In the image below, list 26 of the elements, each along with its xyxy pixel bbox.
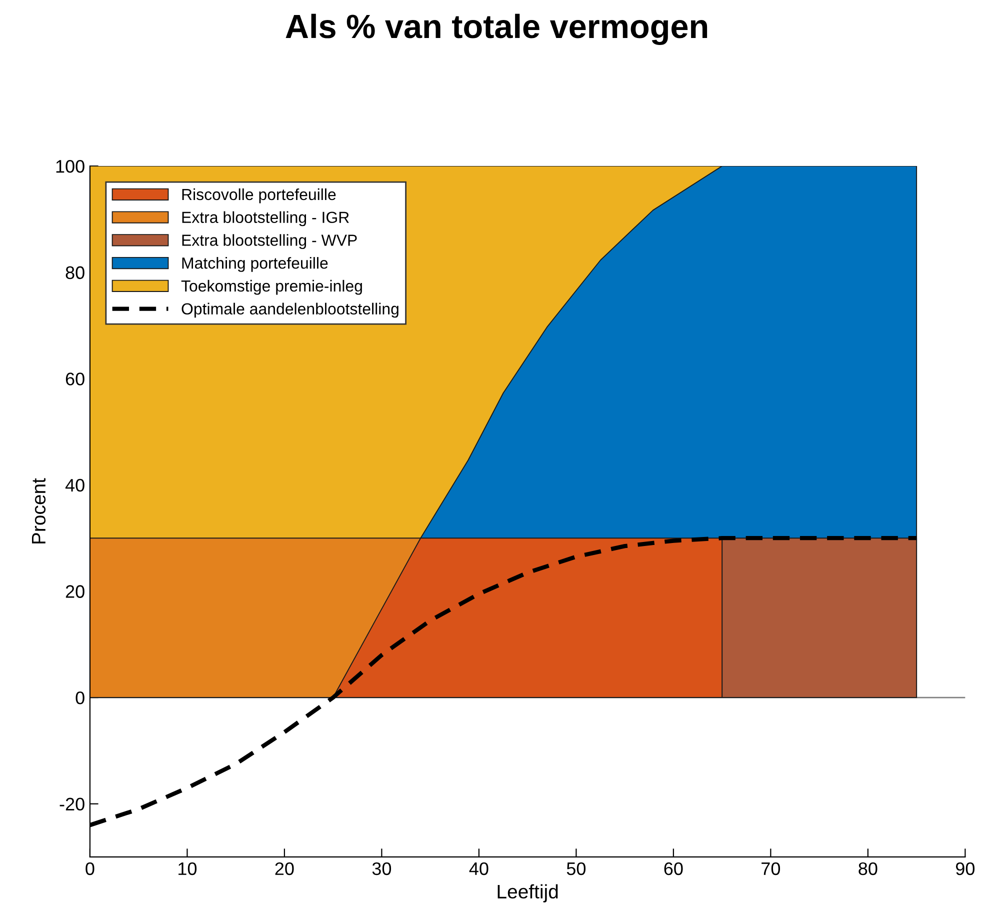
chart-title: Als % van totale vermogen bbox=[286, 14, 708, 46]
x-tick-label: 10 bbox=[178, 862, 197, 876]
x-tick-label: 80 bbox=[858, 862, 878, 876]
x-tick-label: 20 bbox=[275, 862, 294, 876]
y-tick-label: 20 bbox=[66, 585, 84, 598]
x-tick-label: 90 bbox=[956, 862, 975, 876]
y-tick-label: 0 bbox=[76, 691, 84, 704]
y-tick-label: 80 bbox=[66, 266, 84, 280]
x-tick-label: 40 bbox=[469, 862, 488, 876]
x-tick-label: 30 bbox=[372, 862, 392, 876]
y-tick-label: 60 bbox=[66, 372, 84, 386]
x-tick-label: 60 bbox=[664, 862, 683, 876]
y-tick-label: 40 bbox=[65, 478, 84, 492]
x-axis-title: Leeftijd bbox=[498, 884, 558, 902]
legend-label: Riscovolle portefeuille bbox=[182, 188, 336, 204]
x-tick-label: 0 bbox=[86, 862, 94, 876]
legend-label: Toekomstige premie-inleg bbox=[181, 280, 362, 295]
y-tick-label: -20 bbox=[60, 798, 84, 811]
legend-label: Extra blootstelling - IGR bbox=[182, 211, 349, 226]
legend-label: Matching portefeuille bbox=[182, 257, 328, 272]
y-axis-title: Procent bbox=[32, 478, 46, 544]
legend-label: Optimale aandelenblootstelling bbox=[182, 302, 398, 318]
legend-label: Extra blootstelling - WVP bbox=[182, 234, 357, 250]
x-tick-label: 50 bbox=[566, 862, 586, 876]
x-tick-label: 70 bbox=[762, 862, 780, 876]
y-tick-label: 100 bbox=[56, 160, 84, 173]
